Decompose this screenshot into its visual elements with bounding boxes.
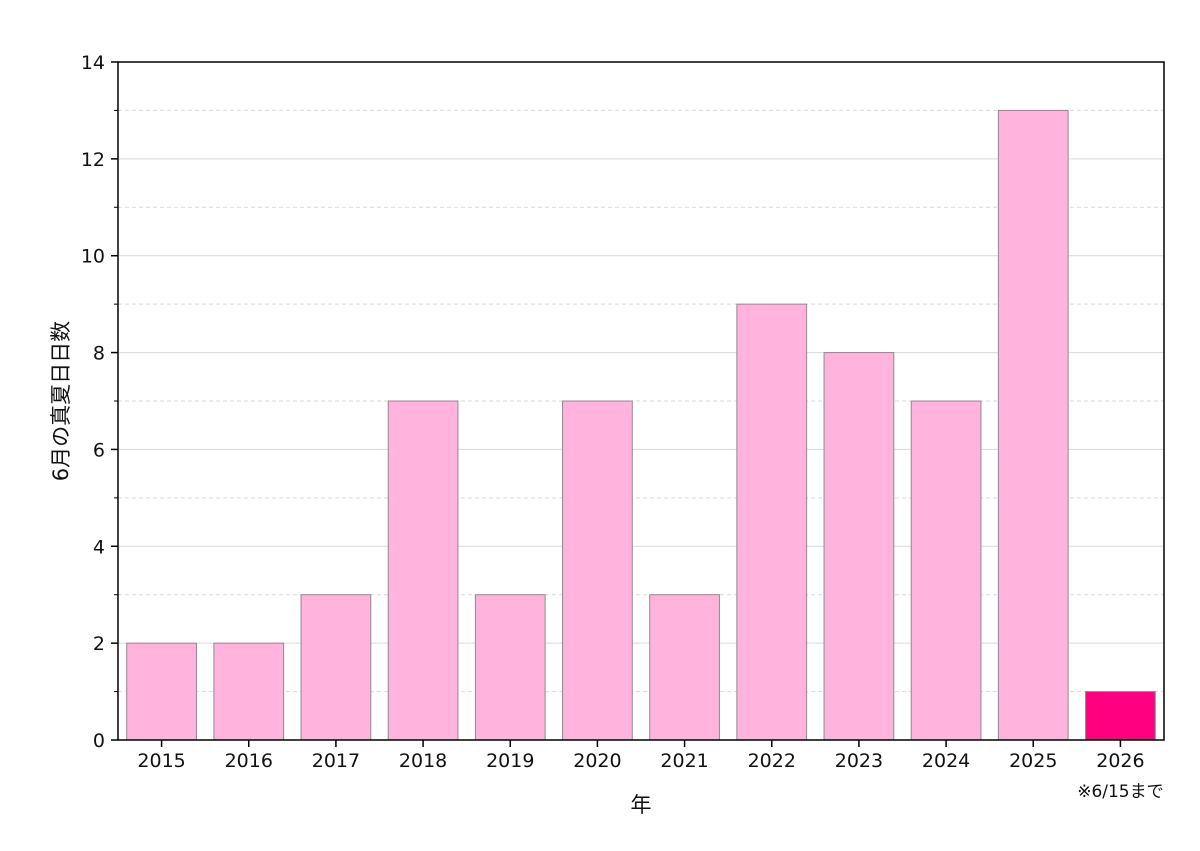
- x-axis-title: 年: [631, 793, 652, 817]
- gridlines: [118, 109, 1164, 693]
- y-tick-label: 12: [81, 149, 105, 171]
- bars: [126, 109, 1156, 741]
- bar-2021: [649, 594, 720, 741]
- bar-2022: [736, 303, 808, 741]
- bar-2024: [910, 400, 982, 741]
- x-tick-label: 2015: [137, 750, 185, 772]
- x-tick-label: 2019: [486, 750, 534, 772]
- x-tick-label: 2026: [1096, 750, 1144, 772]
- x-tick-label: 2017: [312, 750, 360, 772]
- x-tick-label: 2024: [922, 750, 970, 772]
- bar-2025: [997, 109, 1069, 741]
- bar-2016: [213, 642, 285, 741]
- x-tick-label: 2020: [573, 750, 621, 772]
- y-tick-label: 6: [93, 439, 105, 461]
- bar-2015: [126, 642, 197, 741]
- y-tick-label: 14: [81, 52, 105, 74]
- x-tick-label: 2016: [225, 750, 273, 772]
- bar-2017: [300, 594, 372, 741]
- bar-2026: [1085, 691, 1156, 741]
- annotation-note: ※6/15まで: [1077, 782, 1163, 802]
- bar-2019: [474, 594, 546, 741]
- x-tick-label: 2021: [660, 750, 708, 772]
- bar-2020: [562, 400, 633, 741]
- y-axis-title: 6月の真夏日日数: [49, 321, 73, 481]
- x-tick-label: 2022: [748, 750, 796, 772]
- y-tick-label: 10: [81, 246, 105, 268]
- x-tick-label: 2025: [1009, 750, 1057, 772]
- y-tick-label: 8: [93, 343, 105, 365]
- bar-2023: [823, 352, 895, 741]
- bar-2018: [387, 400, 459, 741]
- axes: 0 2 4 6 8 10 12 14 2015 2016 2017 2018 2019 2020 2021 2…: [81, 52, 1145, 772]
- y-tick-label: 4: [93, 536, 105, 558]
- y-tick-label: 2: [93, 633, 105, 655]
- x-tick-label: 2023: [835, 750, 883, 772]
- y-tick-label: 0: [93, 730, 105, 752]
- x-tick-label: 2018: [399, 750, 447, 772]
